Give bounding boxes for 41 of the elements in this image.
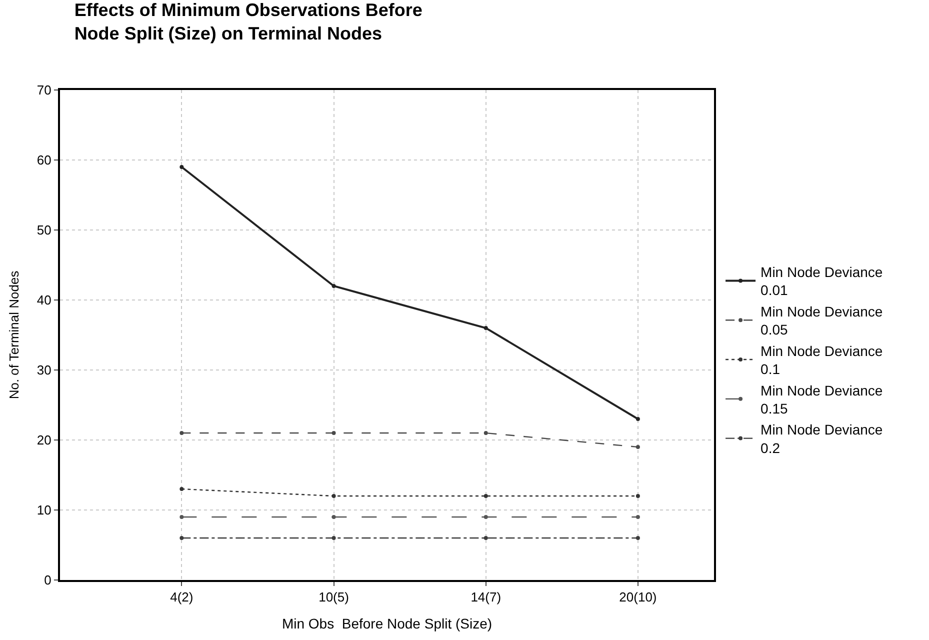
- x-axis-title: Min Obs Before Node Split (Size): [282, 615, 492, 632]
- point: [332, 431, 336, 435]
- point: [332, 284, 336, 288]
- y-tick-label: 30: [36, 362, 52, 378]
- point: [180, 431, 184, 435]
- x-tick-label: 4(2): [170, 590, 194, 605]
- y-tick-label: 20: [36, 432, 52, 448]
- y-tick-label: 70: [36, 82, 52, 98]
- y-tick-label: 40: [36, 292, 52, 308]
- point: [636, 417, 640, 421]
- y-tick-label: 10: [36, 502, 52, 518]
- y-tick-label: 0: [44, 572, 52, 588]
- point: [332, 536, 336, 540]
- legend-label: Min Node Deviance 0.2: [760, 422, 883, 456]
- point: [180, 165, 184, 169]
- chart-title: Effects of Minimum Observations Before Node Split (Size) on Terminal Nodes: [74, 0, 422, 44]
- y-tick-label: 60: [36, 152, 52, 168]
- point: [484, 431, 488, 435]
- point: [636, 494, 640, 498]
- y-axis-title: No. of Terminal Nodes: [6, 270, 22, 400]
- legend-label: Min Node Deviance 0.1: [760, 342, 883, 378]
- point: [484, 494, 488, 498]
- point: [636, 515, 640, 519]
- y-tick-label: 50: [36, 222, 52, 238]
- point: [180, 515, 184, 519]
- point: [180, 536, 184, 540]
- legend-label: Min Node Deviance 0.15: [760, 382, 883, 416]
- point: [484, 326, 488, 330]
- point: [484, 536, 488, 540]
- line-series: [180, 165, 640, 421]
- point: [484, 515, 488, 519]
- legend-label: Min Node Deviance 0.05: [760, 303, 883, 338]
- point: [636, 536, 640, 540]
- point: [332, 515, 336, 519]
- point: [332, 494, 336, 498]
- x-tick-label: 20(10): [619, 590, 657, 605]
- x-tick-label: 10(5): [318, 590, 349, 605]
- legend-label: Min Node Deviance 0.01: [760, 264, 883, 298]
- point: [180, 487, 184, 491]
- x-tick-label: 14(7): [470, 590, 502, 605]
- point: [636, 445, 640, 449]
